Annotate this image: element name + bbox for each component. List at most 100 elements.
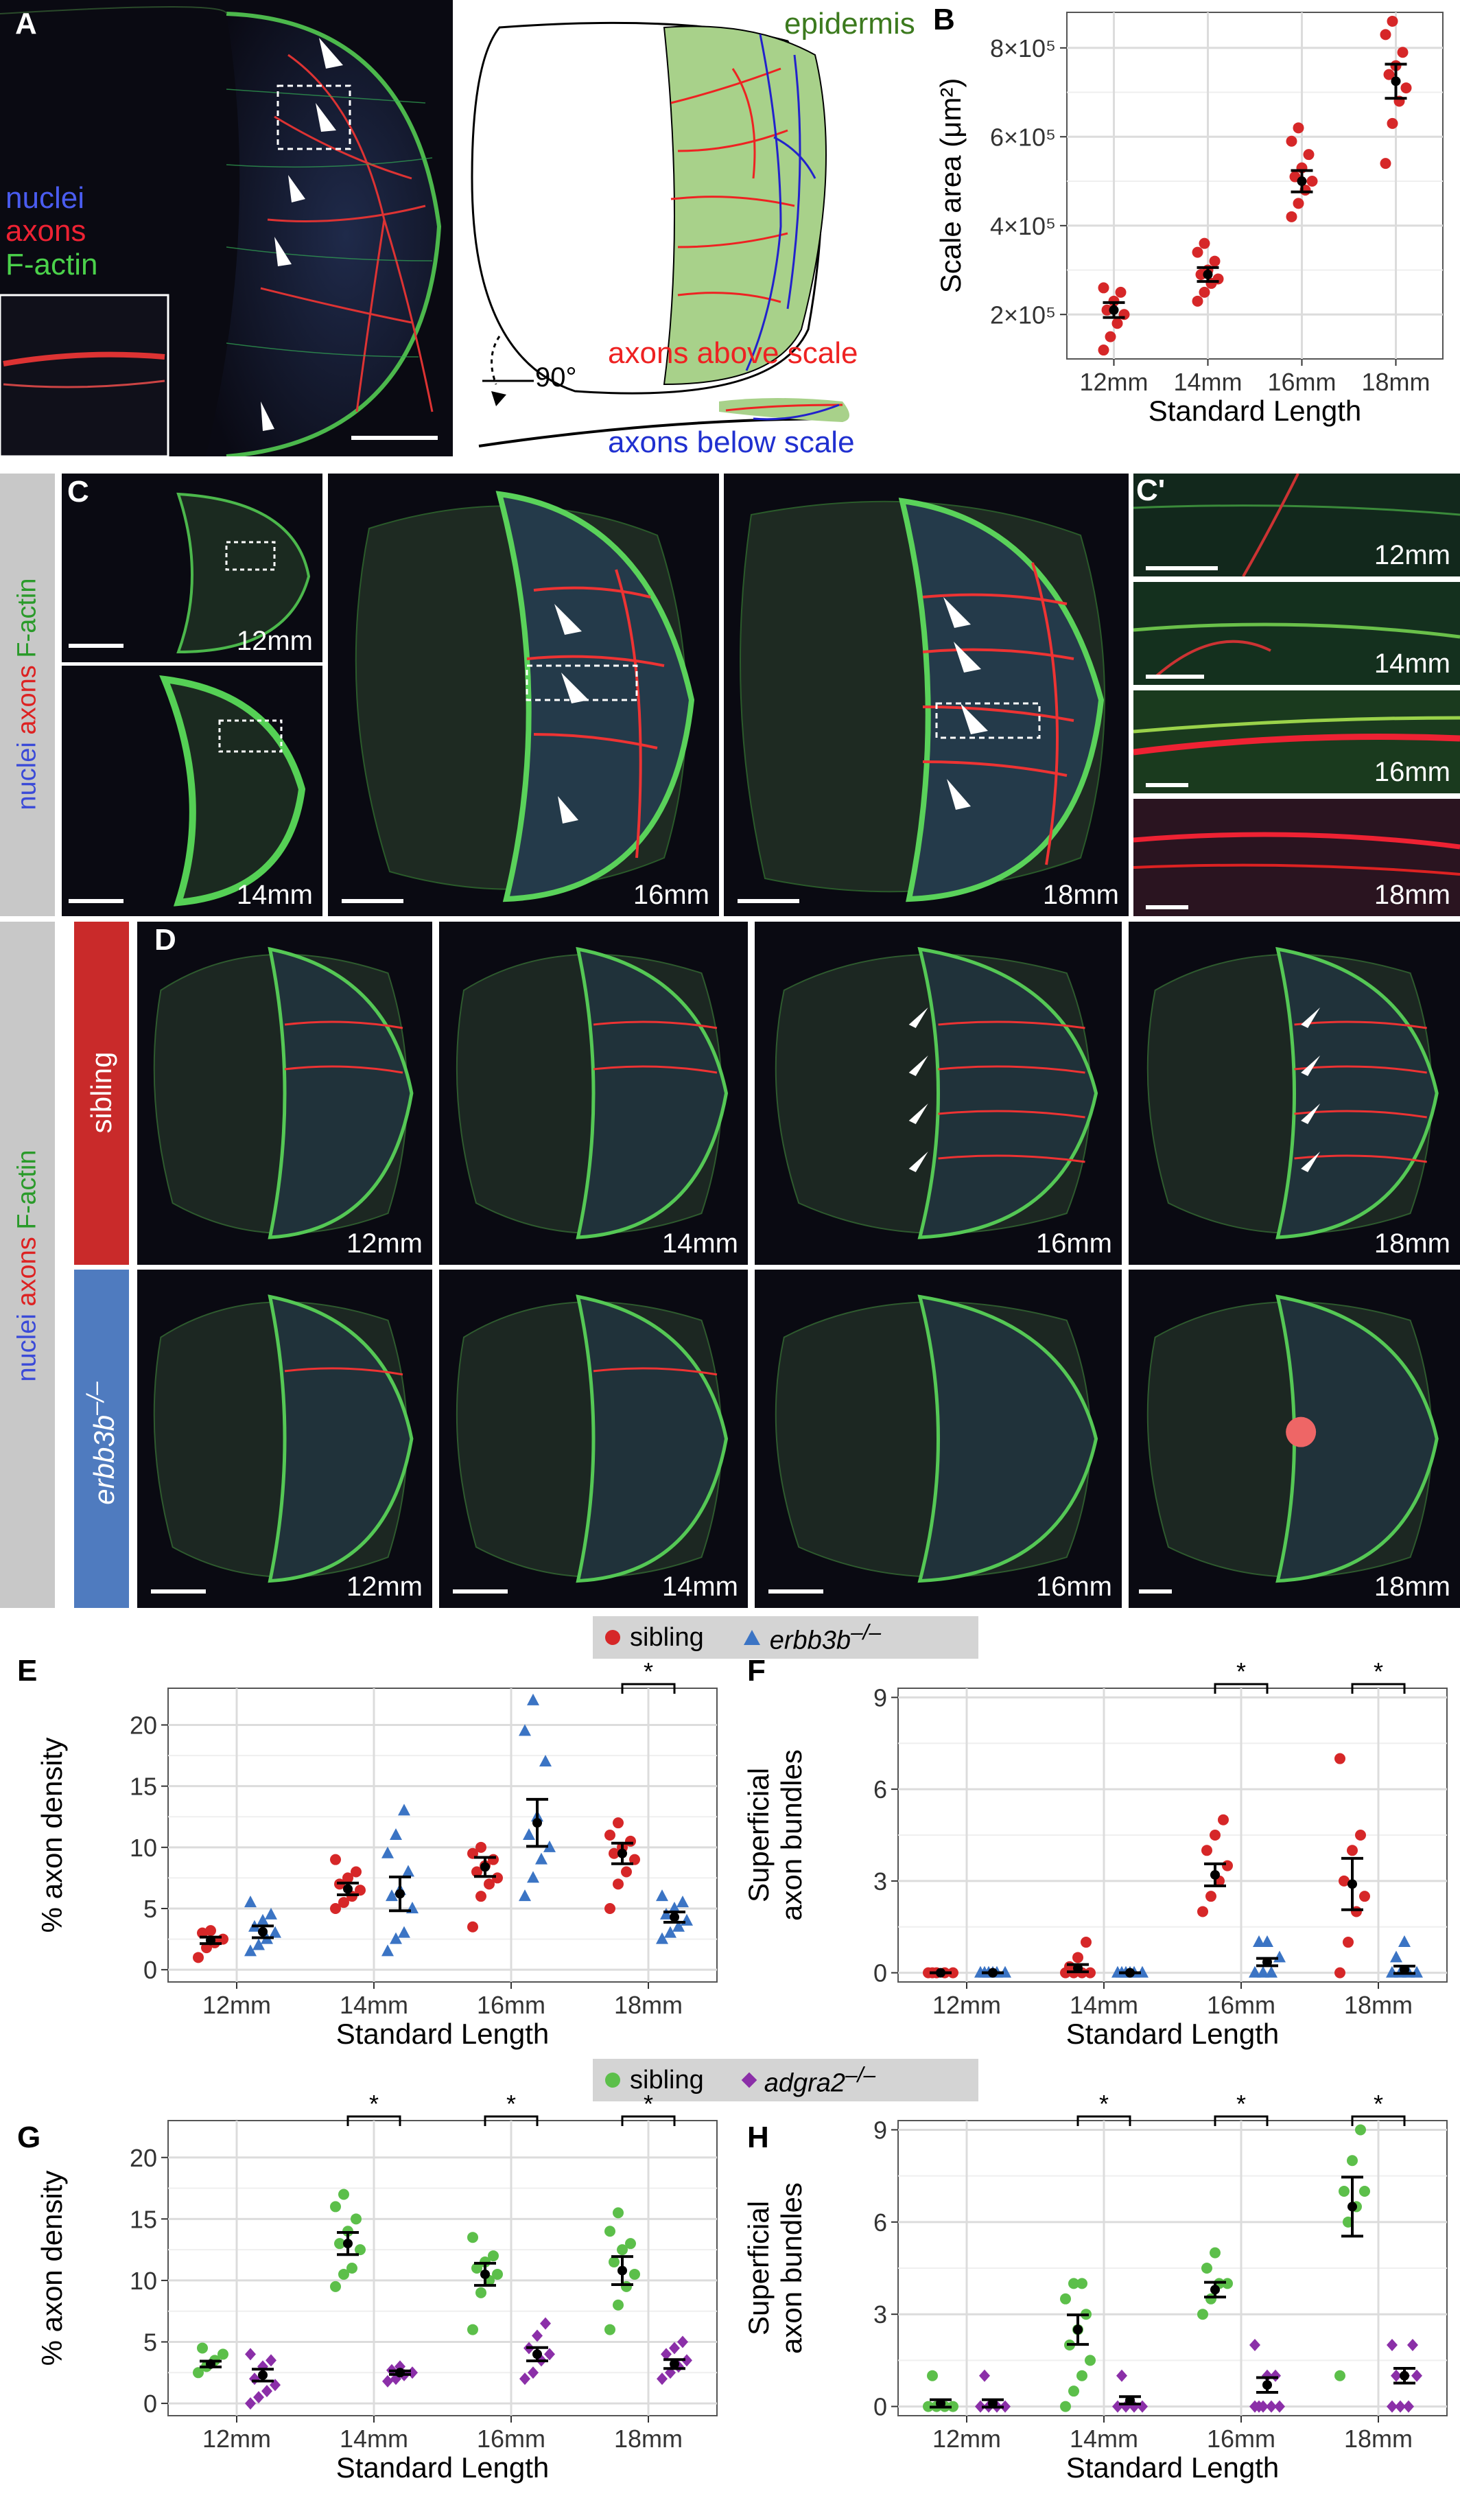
y-tick-label: 0	[143, 1956, 157, 1984]
data-point	[519, 1889, 531, 1902]
panel-d-sibling-14mm: 14mm	[439, 922, 748, 1265]
mean-point	[1262, 2380, 1272, 2390]
data-point	[1197, 2309, 1208, 2320]
panel-b-chart: B 2×10⁵ 4×10⁵ 6×10⁵ 8×10⁵ 12mm 14mm 16mm 18mm St…	[919, 0, 1460, 467]
data-point	[604, 1830, 615, 1841]
mean-point	[1347, 2202, 1357, 2212]
data-point	[467, 2324, 478, 2335]
mean-point	[1109, 305, 1119, 315]
y-tick-label: 0	[873, 1959, 887, 1987]
data-point	[661, 2348, 672, 2361]
data-point	[1274, 2400, 1285, 2413]
panel-e-chart: E 0 5 10 15 20 12mm 14mm 16mm 18mm Standard Lengt…	[0, 1647, 730, 2079]
data-point	[244, 1895, 257, 1908]
mean-point	[1125, 2395, 1135, 2405]
data-point	[1334, 2370, 1345, 2381]
data-point	[398, 1926, 410, 1938]
data-point	[1286, 211, 1297, 222]
age-label: 18mm	[1042, 880, 1119, 910]
data-point	[193, 1952, 204, 1963]
mean-point	[617, 1848, 627, 1858]
data-point	[681, 2354, 692, 2367]
data-point	[979, 2369, 990, 2382]
data-point	[1136, 1965, 1149, 1978]
data-point	[629, 1854, 640, 1865]
scale-image	[775, 946, 1098, 1239]
x-tick-label: 12mm	[932, 2425, 1001, 2453]
axon	[938, 1065, 1085, 1074]
data-point	[475, 1891, 486, 1902]
panel-d-sibling-12mm: 12mm	[137, 922, 432, 1265]
x-axis-title: Standard Length	[336, 2018, 550, 2050]
data-point	[351, 1866, 362, 1878]
panel-cp-14mm: 14mm	[1133, 582, 1460, 685]
data-point	[488, 2250, 499, 2262]
data-point	[609, 1847, 620, 1859]
mean-point	[1347, 1879, 1357, 1889]
data-point	[1253, 2400, 1264, 2413]
significance-star: *	[1099, 2090, 1109, 2118]
side-factin: F-actin	[12, 1150, 42, 1230]
y-tick-label: 20	[130, 2144, 157, 2172]
significance-star: *	[1374, 2090, 1383, 2118]
sibling-group-bar: sibling	[74, 922, 129, 1265]
scale-bar	[1146, 783, 1188, 787]
data-point	[1380, 158, 1391, 170]
data-point	[193, 2367, 204, 2379]
data-point	[475, 1841, 486, 1853]
significance-bracket	[621, 2115, 676, 2126]
data-point	[467, 2232, 478, 2243]
data-point	[1334, 1753, 1345, 1764]
panel-a-scale-bar	[351, 436, 438, 440]
data-point	[355, 1885, 366, 1896]
axons-label: axons	[5, 214, 86, 248]
data-point	[471, 1866, 482, 1878]
panel-c-side-bar: nuclei axons F-actin	[0, 474, 55, 916]
age-label: 12mm	[346, 1572, 423, 1602]
age-label: 12mm	[236, 626, 313, 656]
axon	[284, 1020, 403, 1029]
x-tick-label: 12mm	[202, 1991, 271, 2019]
data-point	[1387, 2400, 1398, 2413]
data-point	[390, 1828, 402, 1840]
significance-bracket	[1214, 1683, 1269, 1694]
panel-c-18mm: 18mm	[724, 474, 1129, 916]
scale-bar	[69, 899, 123, 903]
data-point	[1334, 1967, 1345, 1979]
data-point	[1249, 1965, 1261, 1978]
data-point	[245, 2348, 256, 2361]
panel-d-side-bar: nuclei axons F-actin	[0, 922, 55, 1608]
mean-point	[670, 1912, 679, 1922]
y-axis-title: % axon density	[36, 2171, 68, 2366]
data-point	[1355, 1830, 1366, 1841]
x-tick-label: 14mm	[1173, 368, 1242, 396]
scale-bar	[738, 899, 799, 903]
mean-point	[1400, 2370, 1409, 2381]
significance-bracket	[621, 1683, 676, 1694]
panel-c-label: C	[67, 475, 89, 509]
side-axons: axons	[12, 1237, 42, 1307]
data-point	[532, 2329, 543, 2342]
data-point	[1359, 2186, 1370, 2197]
axon	[593, 1020, 718, 1029]
data-point	[1339, 2186, 1350, 2197]
age-label: 16mm	[633, 880, 709, 910]
data-point	[1403, 2400, 1414, 2413]
data-point	[535, 1852, 548, 1865]
mean-point	[1210, 2285, 1220, 2295]
axon	[1294, 1154, 1427, 1163]
mean-point	[532, 1818, 542, 1828]
data-point	[927, 2370, 938, 2381]
axons-below-label: axons below scale	[608, 425, 855, 459]
data-point	[1253, 1935, 1265, 1948]
x-tick-label: 14mm	[1070, 1991, 1138, 2019]
data-point	[402, 1865, 414, 1877]
mean-point	[1210, 1869, 1220, 1880]
data-point	[1339, 1875, 1350, 1887]
significance-star: *	[1236, 2090, 1246, 2118]
data-point	[1400, 82, 1412, 94]
legend-sibling: sibling	[630, 2065, 704, 2095]
panel-h-plot: 0 3 6 9 12mm 14mm 16mm 18mm Standard Length Super…	[742, 2090, 1448, 2484]
panel-cp-12mm: C' 12mm	[1133, 474, 1460, 576]
data-point	[523, 1828, 535, 1840]
